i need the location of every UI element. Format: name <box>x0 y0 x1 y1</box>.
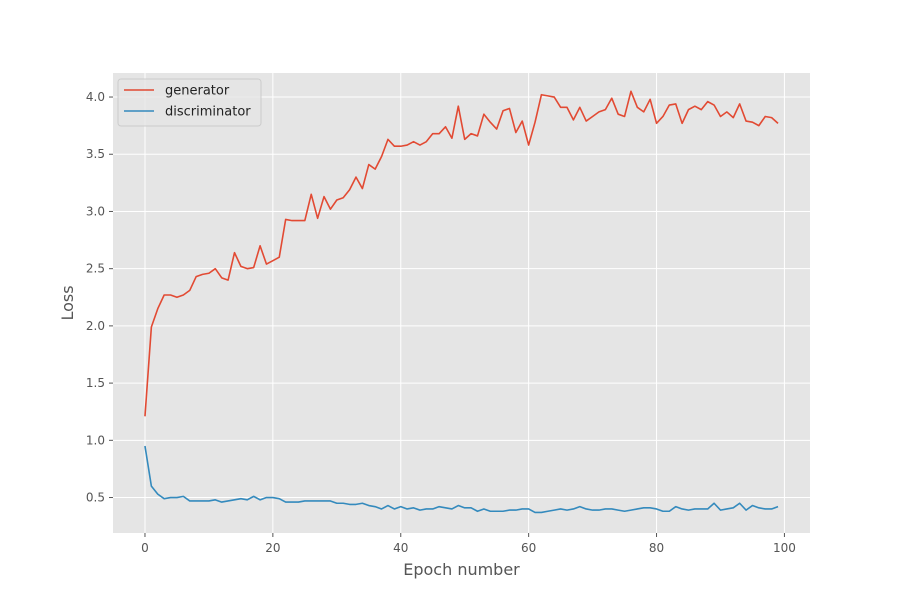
y-tick-label: 4.0 <box>86 90 105 104</box>
y-axis-ticks: 0.5 1.0 1.5 2.0 2.5 3.0 3.5 4.0 <box>86 90 113 505</box>
x-tick-label: 0 <box>141 541 149 555</box>
series-line-discriminator <box>144 445 779 514</box>
y-tick-label: 3.0 <box>86 204 105 218</box>
x-tick-label: 80 <box>649 541 664 555</box>
x-tick-label: 60 <box>521 541 536 555</box>
plot-background <box>113 73 810 533</box>
y-tick-label: 0.5 <box>86 491 105 505</box>
y-tick-label: 1.0 <box>86 433 105 447</box>
y-tick-label: 3.5 <box>86 147 105 161</box>
legend-label: generator <box>165 84 230 99</box>
x-tick-label: 100 <box>773 541 796 555</box>
y-tick-label: 2.0 <box>86 319 105 333</box>
y-tick-label: 2.5 <box>86 262 105 276</box>
y-axis-label: Loss <box>58 285 77 320</box>
grid-lines <box>113 73 810 533</box>
x-tick-label: 20 <box>265 541 280 555</box>
legend-label: discriminator <box>165 105 251 120</box>
y-tick-label: 1.5 <box>86 376 105 390</box>
legend: generator discriminator <box>117 78 262 127</box>
series-lines <box>144 90 779 514</box>
x-axis-ticks: 0 20 40 60 80 100 <box>141 533 796 555</box>
x-tick-label: 40 <box>393 541 408 555</box>
series-line-generator <box>144 90 779 417</box>
x-axis-label: Epoch number <box>403 560 520 579</box>
